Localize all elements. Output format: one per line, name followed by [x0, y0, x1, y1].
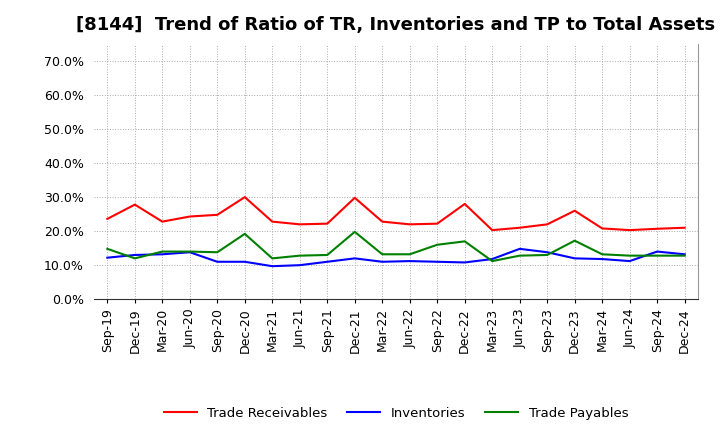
Line: Trade Payables: Trade Payables: [107, 232, 685, 261]
Inventories: [570, 256, 579, 261]
Trade Receivables: [460, 201, 469, 206]
Trade Payables: [130, 256, 139, 261]
Trade Payables: [103, 246, 112, 252]
Inventories: [295, 263, 304, 268]
Trade Payables: [433, 242, 441, 247]
Trade Receivables: [213, 212, 222, 217]
Trade Receivables: [433, 221, 441, 226]
Trade Payables: [158, 249, 166, 254]
Inventories: [488, 257, 497, 262]
Inventories: [378, 259, 387, 264]
Inventories: [653, 249, 662, 254]
Trade Receivables: [295, 222, 304, 227]
Inventories: [213, 259, 222, 264]
Trade Payables: [653, 253, 662, 258]
Trade Payables: [543, 252, 552, 257]
Trade Payables: [570, 238, 579, 243]
Line: Inventories: Inventories: [107, 249, 685, 266]
Inventories: [268, 264, 276, 269]
Trade Payables: [626, 253, 634, 258]
Trade Payables: [323, 252, 332, 257]
Inventories: [103, 255, 112, 260]
Trade Payables: [213, 249, 222, 255]
Trade Receivables: [570, 208, 579, 213]
Trade Payables: [680, 253, 689, 258]
Trade Payables: [378, 252, 387, 257]
Inventories: [626, 258, 634, 264]
Line: Trade Receivables: Trade Receivables: [107, 197, 685, 230]
Trade Receivables: [653, 226, 662, 231]
Trade Receivables: [240, 194, 249, 200]
Trade Receivables: [130, 202, 139, 207]
Trade Receivables: [680, 225, 689, 231]
Trade Receivables: [351, 195, 359, 201]
Trade Payables: [405, 252, 414, 257]
Trade Payables: [268, 256, 276, 261]
Inventories: [433, 259, 441, 264]
Title: [8144]  Trend of Ratio of TR, Inventories and TP to Total Assets: [8144] Trend of Ratio of TR, Inventories…: [76, 16, 716, 34]
Trade Receivables: [103, 216, 112, 221]
Trade Payables: [240, 231, 249, 237]
Inventories: [186, 249, 194, 255]
Inventories: [323, 259, 332, 264]
Inventories: [405, 258, 414, 264]
Trade Receivables: [626, 227, 634, 233]
Trade Receivables: [543, 222, 552, 227]
Trade Receivables: [186, 214, 194, 219]
Trade Receivables: [488, 227, 497, 233]
Inventories: [240, 259, 249, 264]
Trade Payables: [598, 252, 606, 257]
Legend: Trade Receivables, Inventories, Trade Payables: Trade Receivables, Inventories, Trade Pa…: [158, 402, 634, 425]
Inventories: [460, 260, 469, 265]
Trade Receivables: [323, 221, 332, 226]
Trade Receivables: [516, 225, 524, 231]
Trade Receivables: [268, 219, 276, 224]
Inventories: [516, 246, 524, 252]
Trade Payables: [516, 253, 524, 258]
Trade Receivables: [405, 222, 414, 227]
Inventories: [158, 252, 166, 257]
Trade Receivables: [158, 219, 166, 224]
Trade Receivables: [378, 219, 387, 224]
Inventories: [130, 252, 139, 257]
Inventories: [543, 249, 552, 255]
Trade Receivables: [598, 226, 606, 231]
Inventories: [680, 252, 689, 257]
Trade Payables: [186, 249, 194, 254]
Inventories: [598, 257, 606, 262]
Trade Payables: [460, 239, 469, 244]
Trade Payables: [351, 229, 359, 235]
Trade Payables: [295, 253, 304, 258]
Inventories: [351, 256, 359, 261]
Trade Payables: [488, 258, 497, 264]
